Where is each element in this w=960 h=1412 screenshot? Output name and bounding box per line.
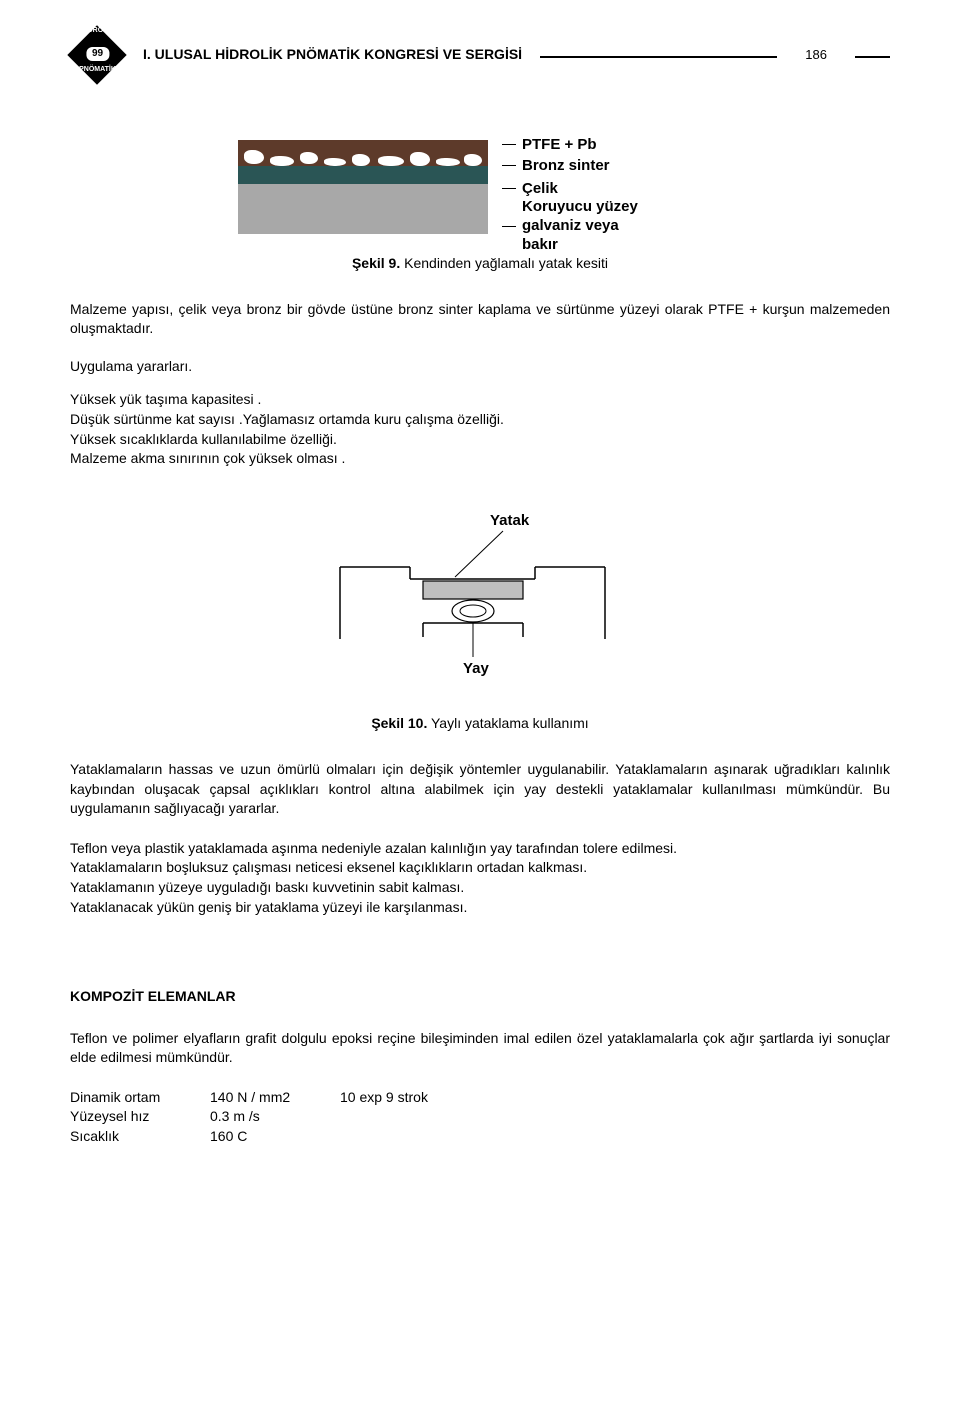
specs-extra: 10 exp 9 strok xyxy=(340,1088,428,1108)
specs-value: 160 C xyxy=(210,1127,340,1147)
page-number: 186 xyxy=(805,46,827,64)
specs-label: Dinamik ortam xyxy=(70,1088,210,1108)
figure-2-label-bot: Yay xyxy=(463,660,490,677)
figure-2-caption: Şekil 10. Yaylı yataklama kullanımı xyxy=(70,714,890,734)
list-item: Yataklamaların boşluksuz çalışması netic… xyxy=(70,858,890,878)
specs-table: Dinamik ortam 140 N / mm2 10 exp 9 strok… xyxy=(70,1088,890,1147)
logo: HİDROLİK 99 PNÖMATİK xyxy=(70,25,125,85)
list-item: Yüksek yük taşıma kapasitesi . xyxy=(70,390,890,410)
caption-bold: Şekil 10. xyxy=(371,715,427,731)
benefits-list-2: Teflon veya plastik yataklamada aşınma n… xyxy=(70,839,890,917)
header-rule-tail xyxy=(855,56,890,58)
caption-text: Yaylı yataklama kullanımı xyxy=(427,715,588,731)
bearing-rect xyxy=(423,581,523,599)
figure-2-diagram: Yatak Yay xyxy=(325,509,635,679)
caption-text: Kendinden yağlamalı yatak kesiti xyxy=(400,255,608,271)
layer-ptfe xyxy=(238,140,488,166)
paragraph-1: Malzeme yapısı, çelik veya bronz bir göv… xyxy=(70,300,890,339)
logo-text-mid: 99 xyxy=(86,47,109,61)
benefits-list-1: Yüksek yük taşıma kapasitesi . Düşük sür… xyxy=(70,390,890,468)
figure-1-labels: PTFE + Pb Bronz sinter Çelik Koruyucu yü… xyxy=(502,140,722,234)
paragraph-3: Yataklamaların hassas ve uzun ömürlü olm… xyxy=(70,760,890,819)
list-item: Malzeme akma sınırının çok yüksek olması… xyxy=(70,449,890,469)
figure-1: PTFE + Pb Bronz sinter Çelik Koruyucu yü… xyxy=(70,140,890,234)
label-steel: Çelik xyxy=(502,178,558,199)
header-rule xyxy=(540,56,777,58)
list-item: Teflon veya plastik yataklamada aşınma n… xyxy=(70,839,890,859)
paragraph-2: Uygulama yararları. xyxy=(70,357,890,377)
list-item: Yataklamanın yüzeye uyguladığı baskı kuv… xyxy=(70,878,890,898)
label-bronze: Bronz sinter xyxy=(502,155,610,176)
logo-text-top: HİDROLİK xyxy=(81,26,115,36)
specs-label: Yüzeysel hız xyxy=(70,1107,210,1127)
logo-text-bot: PNÖMATİK xyxy=(79,65,116,75)
spring-ellipse xyxy=(452,600,494,622)
figure-2: Yatak Yay xyxy=(70,509,890,685)
caption-bold: Şekil 9. xyxy=(352,255,400,271)
specs-row: Yüzeysel hız 0.3 m /s xyxy=(70,1107,890,1127)
layer-steel xyxy=(238,184,488,234)
specs-label: Sıcaklık xyxy=(70,1127,210,1147)
label-coating: Koruyucu yüzey galvaniz veya bakır xyxy=(502,198,638,254)
label-ptfe: PTFE + Pb xyxy=(502,134,597,155)
specs-row: Sıcaklık 160 C xyxy=(70,1127,890,1147)
list-item: Yüksek sıcaklıklarda kullanılabilme özel… xyxy=(70,430,890,450)
list-item: Yataklanacak yükün geniş bir yataklama y… xyxy=(70,898,890,918)
figure-2-label-top: Yatak xyxy=(490,512,530,529)
specs-value: 140 N / mm2 xyxy=(210,1088,340,1108)
layer-bronze-sinter xyxy=(238,166,488,184)
specs-value: 0.3 m /s xyxy=(210,1107,340,1127)
section-heading-kompozit: KOMPOZİT ELEMANLAR xyxy=(70,987,890,1007)
specs-row: Dinamik ortam 140 N / mm2 10 exp 9 strok xyxy=(70,1088,890,1108)
list-item: Düşük sürtünme kat sayısı .Yağlamasız or… xyxy=(70,410,890,430)
page-header: HİDROLİK 99 PNÖMATİK I. ULUSAL HİDROLİK … xyxy=(70,25,890,85)
figure-1-caption: Şekil 9. Kendinden yağlamalı yatak kesit… xyxy=(70,254,890,274)
paragraph-4: Teflon ve polimer elyafların grafit dolg… xyxy=(70,1029,890,1068)
figure-1-diagram xyxy=(238,140,488,234)
header-title: I. ULUSAL HİDROLİK PNÖMATİK KONGRESİ VE … xyxy=(143,45,522,65)
